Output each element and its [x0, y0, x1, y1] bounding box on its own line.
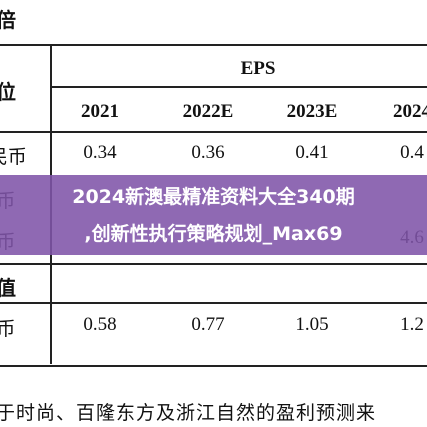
banner: 2024新澳最精准资料大全340期 ,创新性执行策略规划_Max69 — [0, 175, 427, 255]
column-header: 2021 — [81, 101, 119, 122]
rule — [0, 365, 427, 367]
rule — [0, 263, 427, 265]
row-label: 民币 — [0, 147, 27, 168]
rule — [0, 302, 427, 304]
section-label: 值 — [0, 278, 16, 300]
cell: 0.58 — [83, 314, 117, 335]
rule — [0, 44, 427, 46]
cell: 0.77 — [191, 314, 225, 335]
cell: 0.34 — [83, 142, 117, 163]
unit-label: 位 — [0, 82, 16, 104]
cell: 0.4 — [400, 142, 424, 163]
rule — [50, 86, 427, 88]
column-header: 2024 — [393, 101, 427, 122]
cell: 1.2 — [400, 314, 424, 335]
top-label: 倍 — [0, 10, 16, 32]
cell: 0.36 — [191, 142, 225, 163]
footer-text: 于时尚、百隆东方及浙江自然的盈利预测来 — [0, 403, 377, 424]
cell: 0.41 — [295, 142, 329, 163]
row-label: 币 — [0, 319, 16, 340]
rule — [0, 131, 427, 133]
column-header: 2023E — [286, 101, 338, 122]
banner-line: 2024新澳最精准资料大全340期 — [72, 186, 355, 208]
banner-line: ,创新性执行策略规划_Max69 — [84, 223, 343, 245]
column-header: 2022E — [182, 101, 234, 122]
group-header: EPS — [240, 58, 276, 79]
cell: 1.05 — [295, 314, 329, 335]
